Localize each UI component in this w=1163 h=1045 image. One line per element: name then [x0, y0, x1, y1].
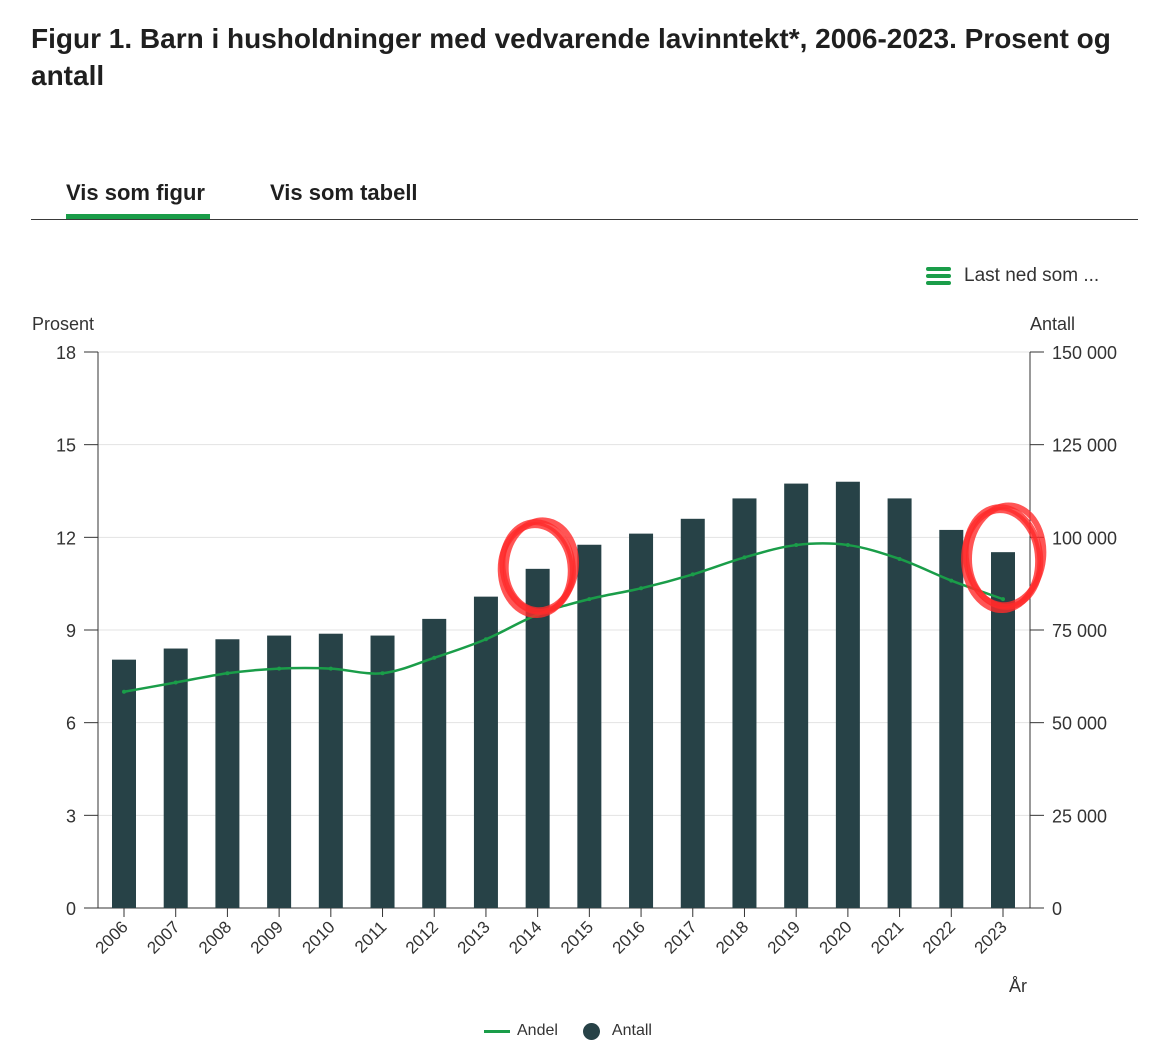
point-andel-2013: [483, 637, 488, 642]
line-swatch: [484, 1029, 510, 1033]
annotation-circle-2023: [961, 502, 1047, 614]
bar-antall-2021: [887, 498, 912, 908]
dot-swatch: [582, 1022, 600, 1040]
point-andel-2009: [277, 666, 282, 671]
right-axis-tick-label: 0: [1052, 899, 1062, 919]
left-axis-tick-label: 3: [66, 806, 76, 826]
tab-show-as-figure[interactable]: Vis som figur: [66, 180, 205, 205]
left-axis-tick-label: 15: [56, 436, 76, 456]
menu-icon: [926, 267, 951, 285]
active-tab-indicator: [66, 214, 210, 219]
x-axis-tick-label: 2021: [867, 917, 907, 957]
x-axis-tick-label: 2015: [557, 917, 597, 957]
line-andel: [123, 542, 1004, 694]
bar-antall-2009: [267, 635, 292, 908]
point-andel-2018: [742, 555, 747, 560]
x-axis-tick-label: 2012: [402, 917, 442, 957]
bar-antall-2016: [629, 533, 654, 908]
annotation-circle-2014: [497, 517, 579, 619]
right-axis-tick-label: 50 000: [1052, 714, 1107, 734]
point-andel-2011: [380, 671, 385, 676]
right-axis-tick-label: 25 000: [1052, 806, 1107, 826]
x-axis-tick-label: 2022: [919, 917, 959, 957]
legend-item-antall[interactable]: Antall: [582, 1022, 652, 1040]
bar-antall-2008: [215, 639, 240, 908]
left-axis-tick-label: 0: [66, 899, 76, 919]
x-axis-tick-label: 2023: [971, 917, 1011, 957]
x-axis-tick-label: 2008: [195, 917, 235, 957]
point-andel-2023: [1001, 597, 1005, 602]
point-andel-2008: [225, 671, 230, 676]
combo-chart: 0 0 3 25 000 6 50 000 9 75 000 12 100 000 15 125 00…: [32, 314, 1117, 996]
x-axis-tick-label: 2010: [298, 917, 338, 957]
x-axis-tick-label: 2009: [247, 917, 287, 957]
left-axis-tick-label: 6: [66, 714, 76, 734]
page-title: Figur 1. Barn i husholdninger med vedvar…: [31, 23, 1111, 91]
right-axis-tick-label: 100 000: [1052, 528, 1117, 548]
bar-antall-2011: [370, 635, 395, 908]
point-andel-2006: [122, 689, 126, 694]
bar-antall-2020: [835, 481, 860, 908]
legend-label-andel: Andel: [517, 1022, 558, 1039]
x-axis-title: År: [1009, 976, 1027, 996]
x-axis-tick-label: 2018: [712, 917, 752, 957]
x-axis-tick-label: 2014: [505, 917, 545, 957]
left-axis-title: Prosent: [32, 314, 94, 334]
bar-antall-2019: [784, 483, 809, 908]
point-andel-2017: [690, 572, 695, 577]
point-andel-2012: [432, 655, 437, 660]
x-axis-tick-label: 2007: [143, 917, 183, 957]
x-axis-tick-label: 2020: [816, 917, 856, 957]
download-label: Last ned som ...: [964, 265, 1100, 286]
x-axis-tick-label: 2006: [92, 917, 132, 957]
legend-label-antall: Antall: [611, 1022, 652, 1039]
right-axis-tick-label: 75 000: [1052, 621, 1107, 641]
bar-antall-2006: [112, 659, 136, 908]
bar-antall-2014: [525, 568, 550, 908]
point-andel-2015: [587, 597, 592, 602]
left-axis-tick-label: 18: [56, 343, 76, 363]
point-andel-2010: [328, 666, 333, 671]
bar-antall-2017: [680, 518, 705, 908]
point-andel-2021: [897, 556, 902, 561]
bar-antall-2022: [939, 529, 964, 908]
x-axis-tick-label: 2016: [609, 917, 649, 957]
left-axis-tick-label: 12: [56, 528, 76, 548]
chart-legend: Andel Antall: [484, 1019, 677, 1043]
point-andel-2020: [845, 543, 850, 548]
bar-antall-2018: [732, 498, 757, 908]
x-axis-tick-label: 2019: [764, 917, 804, 957]
point-andel-2019: [794, 543, 799, 548]
view-tabs: Vis som figur Vis som tabell: [31, 172, 1138, 220]
right-axis-title: Antall: [1030, 314, 1075, 334]
right-axis-tick-label: 125 000: [1052, 436, 1117, 456]
right-axis-tick-label: 150 000: [1052, 343, 1117, 363]
bar-antall-2013: [473, 596, 498, 908]
bar-antall-2012: [422, 618, 447, 908]
bar-antall-2010: [318, 633, 343, 908]
x-axis-tick-label: 2013: [454, 917, 494, 957]
left-axis-tick-label: 9: [66, 621, 76, 641]
point-andel-2022: [949, 578, 954, 583]
download-menu-button[interactable]: Last ned som ...: [926, 262, 1099, 290]
x-axis-tick-label: 2011: [351, 917, 390, 956]
tab-show-as-table[interactable]: Vis som tabell: [270, 180, 418, 205]
x-axis-tick-label: 2017: [660, 917, 700, 957]
legend-item-andel[interactable]: Andel: [484, 1022, 558, 1040]
bar-antall-2015: [577, 544, 602, 908]
bar-antall-2007: [163, 648, 188, 908]
point-andel-2016: [639, 586, 644, 591]
point-andel-2007: [173, 680, 178, 685]
